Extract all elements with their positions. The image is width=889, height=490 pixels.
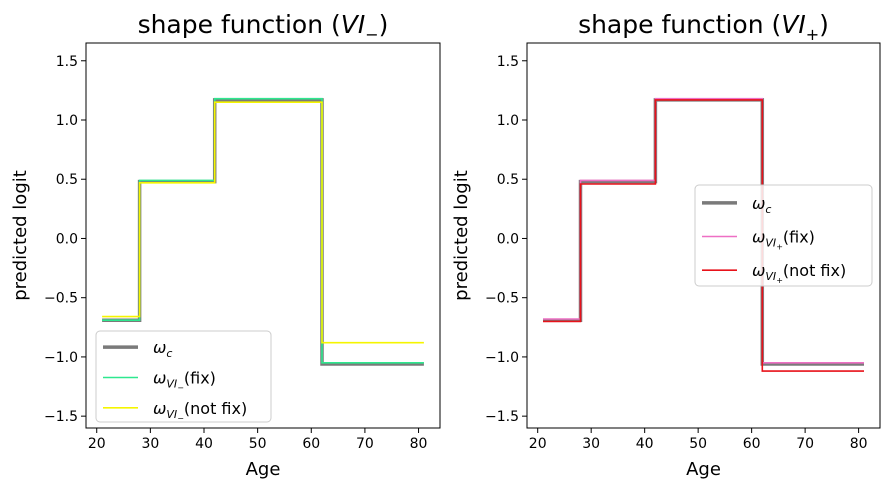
y-tick-label: 0.0 — [497, 231, 519, 247]
series-line-3 — [543, 99, 864, 372]
legend-subsubscript: + — [776, 243, 783, 252]
title-symbol: VI — [341, 10, 365, 39]
title-base: shape function ( — [138, 10, 341, 39]
legend-omega: ω — [752, 261, 765, 280]
legend-label-3: ωVI−(not fix) — [153, 399, 247, 423]
chart-title: shape function (VI−) — [138, 10, 389, 44]
title-close: ) — [379, 10, 389, 39]
legend-omega: ω — [153, 399, 166, 418]
y-tick-label: −1.5 — [485, 409, 519, 425]
legend-label-2: ωVI+(fix) — [752, 228, 815, 252]
legend-omega: ω — [752, 194, 765, 213]
series-line-2 — [102, 97, 424, 364]
x-tick-label: 20 — [529, 436, 547, 452]
x-tick-label: 30 — [582, 436, 600, 452]
legend-subsubscript: − — [177, 414, 184, 423]
x-tick-label: 70 — [356, 436, 374, 452]
x-tick-label: 80 — [410, 436, 428, 452]
y-tick-label: −0.5 — [44, 291, 78, 307]
y-tick-label: −1.5 — [44, 409, 78, 425]
y-tick-label: −1.0 — [485, 350, 519, 366]
x-tick-label: 70 — [796, 436, 814, 452]
x-tick-label: 60 — [743, 436, 761, 452]
chart-panel-2: shape function (VI+)20 30 40 50 60 70 80−1.5−1… — [451, 10, 881, 480]
plot-frame — [85, 42, 441, 429]
legend-box — [694, 184, 873, 287]
y-tick-label: 1.0 — [497, 113, 519, 129]
legend-subsubscript: + — [776, 276, 783, 285]
y-tick-label: −1.0 — [44, 350, 78, 366]
legend-subscript: c — [166, 347, 172, 360]
x-tick-label: 50 — [249, 436, 267, 452]
legend-box — [95, 330, 272, 423]
y-tick-label: 0.5 — [56, 172, 78, 188]
x-tick-label: 40 — [195, 436, 213, 452]
x-tick-label: 20 — [88, 436, 106, 452]
y-tick-label: 0.0 — [56, 231, 78, 247]
legend-suffix: (fix) — [783, 228, 815, 247]
legend-suffix: (fix) — [184, 369, 216, 388]
series-line-1 — [102, 98, 424, 366]
y-axis-label: predicted logit — [451, 170, 472, 301]
y-tick-label: 0.5 — [497, 172, 519, 188]
y-tick-label: 1.5 — [497, 54, 519, 70]
y-tick-label: −0.5 — [485, 291, 519, 307]
plot-frame — [526, 42, 881, 429]
x-tick-label: 40 — [636, 436, 654, 452]
x-axis-label: Age — [246, 459, 281, 480]
legend-subscript: VI — [765, 237, 776, 250]
legend-subscript: VI — [166, 408, 177, 421]
legend-suffix: (not fix) — [184, 399, 247, 418]
title-base: shape function ( — [578, 10, 781, 39]
legend-suffix: (not fix) — [783, 261, 846, 280]
x-tick-label: 30 — [141, 436, 159, 452]
legend-label-1: ωc — [752, 194, 771, 216]
legend-omega: ω — [153, 369, 166, 388]
legend-subscript: VI — [166, 378, 177, 391]
chart-title: shape function (VI+) — [578, 10, 829, 44]
title-subscript: − — [365, 25, 378, 44]
legend-omega: ω — [153, 338, 166, 357]
series-line-3 — [102, 101, 424, 344]
legend-subscript: VI — [765, 270, 776, 283]
legend-subscript: c — [765, 203, 771, 216]
x-axis-label: Age — [686, 459, 721, 480]
x-tick-label: 50 — [689, 436, 707, 452]
title-subscript: + — [806, 25, 819, 44]
x-tick-label: 60 — [302, 436, 320, 452]
y-tick-label: 1.5 — [56, 54, 78, 70]
y-axis-label: predicted logit — [10, 170, 31, 301]
title-close: ) — [819, 10, 829, 39]
x-tick-label: 80 — [850, 436, 868, 452]
series-group — [102, 97, 424, 366]
legend-label-2: ωVI−(fix) — [153, 369, 216, 393]
legend-label-1: ωc — [153, 338, 172, 360]
y-tick-label: 1.0 — [56, 113, 78, 129]
legend-omega: ω — [752, 228, 765, 247]
legend-subsubscript: − — [177, 384, 184, 393]
title-symbol: VI — [781, 10, 805, 39]
legend-label-3: ωVI+(not fix) — [752, 261, 846, 285]
chart-panel-1: shape function (VI−)20 30 40 50 60 70 80−1.5−1… — [10, 10, 441, 480]
series-group — [543, 97, 864, 372]
